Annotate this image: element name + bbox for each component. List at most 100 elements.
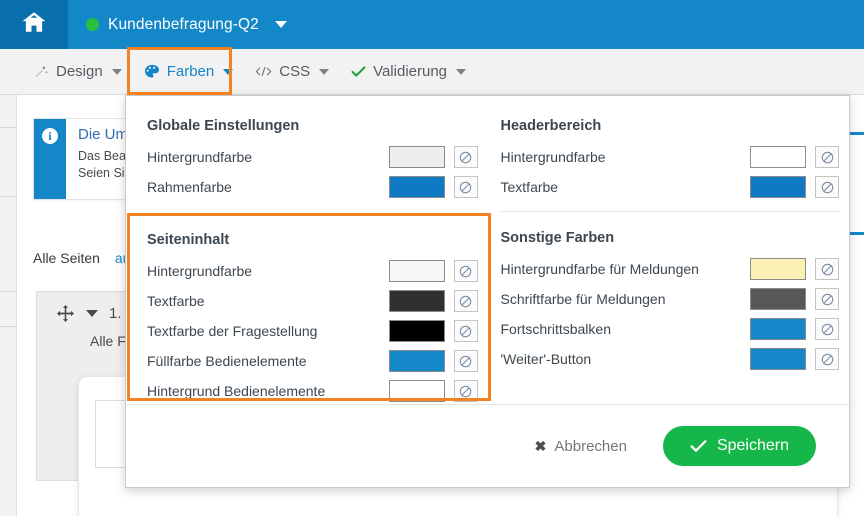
- no-entry-icon: [821, 323, 833, 335]
- panel-column-left: Globale Einstellungen Hintergrundfarbe R…: [126, 118, 488, 406]
- left-rail: [0, 95, 17, 516]
- chevron-down-icon: [456, 68, 467, 75]
- section-title: Globale Einstellungen: [147, 118, 300, 134]
- save-button-label: Speichern: [716, 437, 789, 454]
- color-row: Hintergrundfarbe: [147, 142, 478, 172]
- color-row-label: Textfarbe: [147, 293, 205, 309]
- color-swatch[interactable]: [388, 320, 445, 342]
- no-entry-icon: [459, 355, 472, 367]
- color-row: Schriftfarbe für Meldungen: [500, 284, 839, 314]
- home-icon: [21, 9, 47, 40]
- color-swatch[interactable]: [750, 146, 806, 168]
- color-row: Textfarbe: [147, 286, 478, 316]
- farben-dropdown-panel: Globale Einstellungen Hintergrundfarbe R…: [125, 95, 851, 488]
- clear-color-button[interactable]: [815, 288, 839, 310]
- no-entry-icon: [821, 181, 833, 193]
- no-entry-icon: [459, 325, 472, 337]
- section-title: Headerbereich: [500, 118, 602, 134]
- color-swatch[interactable]: [388, 350, 445, 372]
- color-row: Textfarbe: [500, 172, 839, 202]
- code-icon: [255, 65, 272, 78]
- clear-color-button[interactable]: [453, 260, 478, 282]
- color-row: 'Weiter'-Button: [500, 344, 839, 374]
- close-x-icon: ✖: [534, 437, 547, 454]
- color-swatch[interactable]: [750, 288, 806, 310]
- section-globale-einstellungen: Globale Einstellungen Hintergrundfarbe R…: [147, 118, 478, 202]
- no-entry-icon: [459, 151, 472, 163]
- color-swatch[interactable]: [388, 176, 445, 198]
- tab-validierung[interactable]: Validierung: [343, 49, 474, 95]
- editor-toolbar: Design Farben CSS Validierung: [0, 49, 864, 95]
- color-swatch[interactable]: [388, 290, 445, 312]
- color-swatch[interactable]: [388, 260, 445, 282]
- color-swatch[interactable]: [750, 348, 806, 370]
- no-entry-icon: [821, 293, 833, 305]
- magic-wand-icon: [34, 64, 49, 79]
- clear-color-button[interactable]: [453, 350, 478, 372]
- no-entry-icon: [459, 181, 472, 193]
- panel-column-right: Headerbereich Hintergrundfarbe Textfarbe: [488, 118, 850, 406]
- color-swatch[interactable]: [388, 146, 445, 168]
- cancel-button-label: Abbrechen: [554, 437, 627, 455]
- no-entry-icon: [459, 295, 472, 307]
- section-headerbereich: Headerbereich Hintergrundfarbe Textfarbe: [500, 118, 839, 202]
- home-button[interactable]: [0, 0, 68, 49]
- color-row-label: Hintergrundfarbe: [147, 149, 253, 165]
- color-row-label: Rahmenfarbe: [147, 179, 232, 195]
- panel-footer: ✖ Abbrechen Speichern: [126, 404, 851, 487]
- check-icon: [351, 65, 366, 78]
- section-title: Sonstige Farben: [500, 230, 615, 246]
- color-swatch[interactable]: [388, 380, 445, 402]
- color-row-label: 'Weiter'-Button: [500, 351, 592, 367]
- color-swatch[interactable]: [750, 318, 806, 340]
- clear-color-button[interactable]: [453, 176, 478, 198]
- palette-icon: [144, 64, 160, 79]
- color-row-label: Hintergrundfarbe: [147, 263, 253, 279]
- color-row-label: Hintergrundfarbe für Meldungen: [500, 261, 699, 277]
- cancel-button[interactable]: ✖ Abbrechen: [535, 438, 627, 455]
- clear-color-button[interactable]: [815, 348, 839, 370]
- tab-design[interactable]: Design: [26, 49, 130, 95]
- top-bar: Kundenbefragung-Q2: [0, 0, 864, 49]
- no-entry-icon: [821, 263, 833, 275]
- color-swatch[interactable]: [750, 258, 806, 280]
- color-row: Hintergrund Bedienelemente: [147, 376, 478, 406]
- clear-color-button[interactable]: [453, 290, 478, 312]
- color-row-label: Hintergrundfarbe: [500, 149, 606, 165]
- tab-farben-label: Farben: [166, 63, 215, 80]
- tab-css-label: CSS: [279, 63, 311, 80]
- tab-css[interactable]: CSS: [247, 49, 337, 95]
- tab-design-label: Design: [56, 63, 103, 80]
- color-swatch[interactable]: [750, 176, 806, 198]
- no-entry-icon: [459, 385, 472, 397]
- info-icon: i: [42, 128, 58, 144]
- clear-color-button[interactable]: [815, 258, 839, 280]
- clear-color-button[interactable]: [815, 318, 839, 340]
- color-row-label: Schriftfarbe für Meldungen: [500, 291, 666, 307]
- move-arrows-icon[interactable]: [57, 305, 74, 322]
- color-row-label: Textfarbe der Fragestellung: [147, 323, 318, 339]
- color-row: Hintergrundfarbe: [147, 256, 478, 286]
- color-row-label: Füllfarbe Bedienelemente: [147, 353, 307, 369]
- color-row: Fortschrittsbalken: [500, 314, 839, 344]
- color-row-label: Hintergrund Bedienelemente: [147, 383, 326, 399]
- color-row-label: Textfarbe: [500, 179, 559, 195]
- clear-color-button[interactable]: [815, 146, 839, 168]
- save-button[interactable]: Speichern: [662, 426, 816, 466]
- survey-selector[interactable]: Kundenbefragung-Q2: [68, 0, 287, 49]
- chevron-down-icon: [223, 68, 234, 75]
- clear-color-button[interactable]: [453, 320, 478, 342]
- chevron-down-icon[interactable]: [274, 21, 287, 28]
- info-banner-strip: i: [34, 119, 66, 199]
- check-icon: [690, 439, 707, 453]
- section-title: Seiteninhalt: [147, 232, 230, 248]
- caret-down-icon[interactable]: [86, 310, 98, 317]
- no-entry-icon: [459, 265, 472, 277]
- color-row: Füllfarbe Bedienelemente: [147, 346, 478, 376]
- tab-farben[interactable]: Farben: [136, 49, 242, 95]
- clear-color-button[interactable]: [453, 146, 478, 168]
- clear-color-button[interactable]: [815, 176, 839, 198]
- clear-color-button[interactable]: [453, 380, 478, 402]
- color-row-label: Fortschrittsbalken: [500, 321, 611, 337]
